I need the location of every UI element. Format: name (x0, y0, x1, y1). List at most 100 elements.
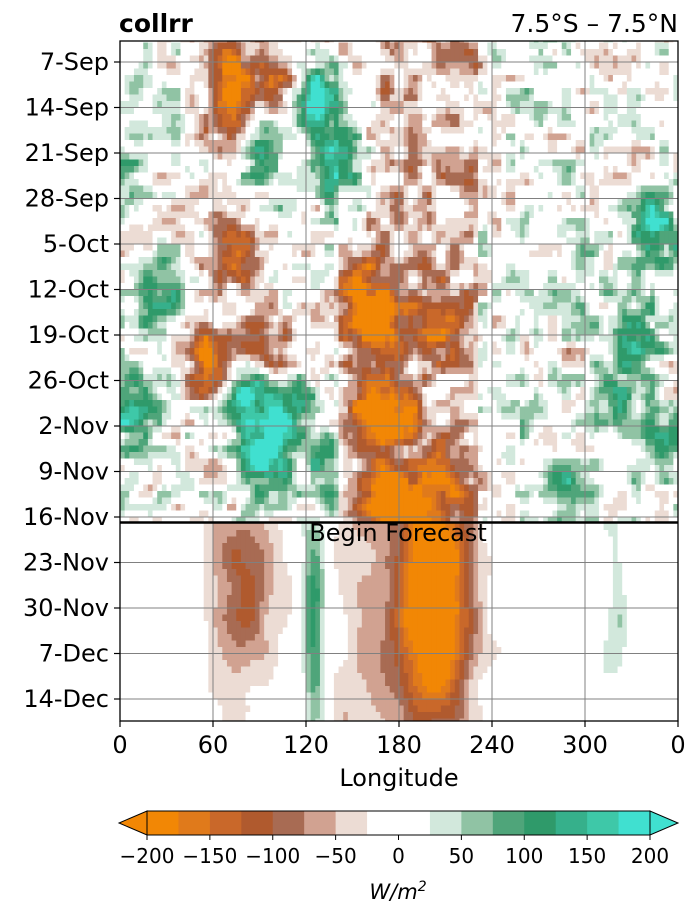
heatmap-cell (133, 276, 140, 284)
heatmap-cell (306, 218, 312, 226)
heatmap-cell (650, 205, 656, 213)
heatmap-cell (454, 127, 461, 135)
heatmap-cell (557, 198, 563, 206)
heatmap-cell (436, 41, 442, 44)
heatmap-cell (640, 198, 647, 206)
heatmap-cell (240, 101, 247, 109)
heatmap-cell (645, 185, 651, 193)
heatmap-cell (236, 198, 242, 206)
heatmap-cell (324, 185, 330, 193)
heatmap-cell (385, 41, 391, 44)
heatmap-cell (510, 179, 516, 187)
heatmap-cell (157, 146, 163, 154)
heatmap-cell (185, 270, 191, 278)
heatmap-cell (571, 237, 577, 245)
heatmap-cell (222, 75, 228, 83)
heatmap-cell (343, 185, 349, 193)
heatmap-cell (120, 159, 126, 167)
heatmap-cell (557, 172, 563, 180)
heatmap-cell (650, 250, 656, 258)
heatmap-cell (175, 114, 182, 122)
heatmap-cell (668, 94, 674, 102)
heatmap-cell (412, 250, 419, 258)
heatmap-cell (598, 49, 605, 57)
heatmap-cell (571, 166, 577, 174)
heatmap-cell (585, 231, 591, 239)
heatmap-cell (571, 179, 577, 187)
heatmap-cell (626, 172, 633, 180)
heatmap-cell (673, 75, 678, 83)
heatmap-cell (250, 237, 256, 245)
heatmap-cell (650, 179, 656, 187)
heatmap-cell (487, 250, 493, 258)
heatmap-cell (180, 107, 186, 115)
heatmap-cell (654, 283, 660, 291)
heatmap-cell (557, 192, 563, 200)
heatmap-cell (468, 289, 474, 297)
heatmap-cell (194, 107, 200, 115)
heatmap-cell (138, 55, 144, 63)
heatmap-cell (152, 49, 158, 57)
heatmap-cell (501, 127, 507, 135)
heatmap-cell (259, 250, 265, 258)
heatmap-cell (310, 62, 316, 70)
heatmap-cell (343, 211, 349, 219)
heatmap-cell (468, 263, 474, 271)
heatmap-cell (171, 42, 177, 50)
heatmap-cell (501, 107, 507, 115)
heatmap-cell (594, 263, 600, 271)
heatmap-cell (403, 237, 409, 245)
heatmap-cell (473, 114, 479, 122)
heatmap-cell (217, 192, 223, 200)
heatmap-cell (194, 224, 200, 232)
heatmap-cell (124, 218, 130, 226)
heatmap-cell (319, 257, 326, 265)
heatmap-cell (347, 185, 354, 193)
heatmap-cell (496, 81, 502, 89)
heatmap-cell (180, 88, 186, 96)
heatmap-cell (468, 283, 474, 291)
heatmap-cell (120, 107, 126, 115)
heatmap-cell (571, 250, 577, 258)
heatmap-cell (222, 88, 228, 96)
heatmap-cell (124, 237, 130, 245)
heatmap-cell (292, 159, 298, 167)
heatmap-cell (640, 276, 647, 284)
heatmap-cell (129, 75, 135, 83)
heatmap-cell (580, 55, 586, 63)
heatmap-cell (380, 133, 386, 141)
heatmap-cell (245, 198, 251, 206)
heatmap-cell (487, 257, 493, 265)
heatmap-cell (622, 224, 628, 232)
heatmap-cell (426, 276, 433, 284)
heatmap-cell (213, 276, 219, 284)
heatmap-cell (464, 41, 470, 44)
heatmap-cell (645, 192, 651, 200)
heatmap-cell (347, 302, 354, 310)
heatmap-cell (468, 42, 474, 50)
heatmap-cell (478, 75, 484, 83)
heatmap-cell (329, 146, 335, 154)
heatmap-cell (175, 218, 182, 226)
heatmap-cell (185, 159, 191, 167)
heatmap-cell (654, 224, 660, 232)
heatmap-cell (343, 75, 349, 83)
heatmap-cell (529, 49, 535, 57)
heatmap-cell (547, 140, 554, 148)
heatmap-cell (473, 107, 479, 115)
heatmap-cell (543, 237, 549, 245)
heatmap-cell (566, 94, 572, 102)
heatmap-cell (375, 62, 381, 70)
heatmap-cell (301, 179, 307, 187)
heatmap-cell (338, 127, 344, 135)
heatmap-cell (673, 218, 678, 226)
heatmap-cell (608, 192, 614, 200)
heatmap-cell (417, 153, 423, 161)
heatmap-cell (171, 224, 177, 232)
heatmap-cell (654, 244, 660, 252)
heatmap-cell (175, 289, 182, 297)
heatmap-cell (487, 94, 493, 102)
heatmap-cell (505, 231, 512, 239)
heatmap-cell (594, 88, 600, 96)
heatmap-cell (319, 211, 326, 219)
